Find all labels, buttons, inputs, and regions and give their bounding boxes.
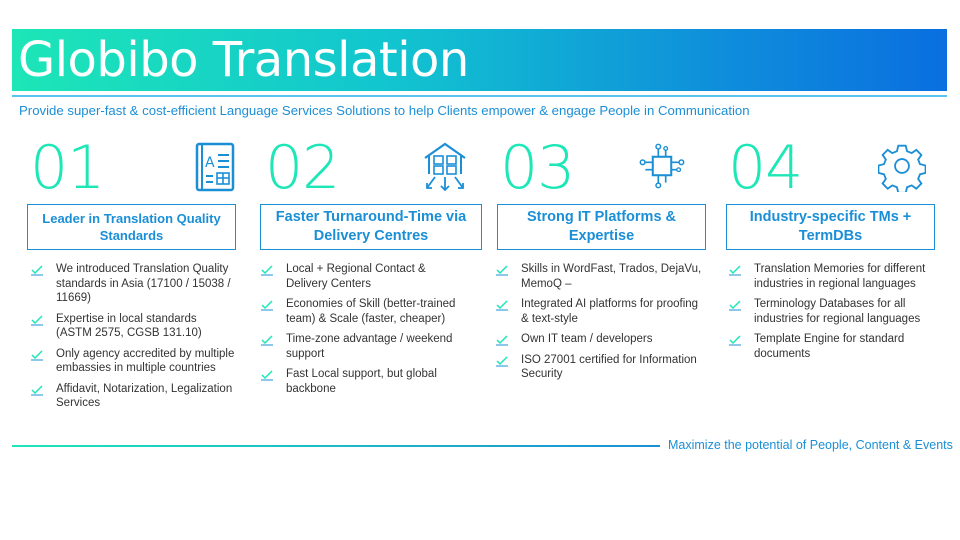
check-icon (261, 335, 273, 346)
list-item-text: Time-zone advantage / weekend support (286, 333, 453, 360)
check-icon (729, 265, 741, 276)
list-item: ISO 27001 certified for Information Secu… (495, 353, 705, 382)
translation-dictionary-icon: A (195, 142, 235, 192)
check-icon (261, 300, 273, 311)
list-item-text: Only agency accredited by multiple embas… (56, 347, 235, 375)
list-item: Skills in WordFast, Trados, DejaVu, Memo… (495, 262, 705, 291)
list-item: Expertise in local standards (ASTM 2575,… (30, 312, 235, 341)
check-icon (729, 300, 741, 311)
title-banner: Globibo Translation (12, 29, 947, 91)
list-item-text: Expertise in local standards (ASTM 2575,… (56, 312, 202, 340)
list-item-text: Template Engine for standard documents (754, 333, 905, 360)
footer-divider (12, 445, 660, 447)
check-icon (496, 300, 508, 311)
page-subtitle: Provide super-fast & cost-efficient Lang… (19, 103, 750, 118)
list-item: Only agency accredited by multiple embas… (30, 347, 235, 376)
list-item: Affidavit, Notarization, Legalization Se… (30, 382, 235, 411)
footer-tagline: Maximize the potential of People, Conten… (668, 438, 953, 452)
list-item: Time-zone advantage / weekend support (260, 332, 465, 361)
gear-icon (878, 144, 926, 192)
delivery-centre-icon (424, 142, 466, 192)
column-number: 03 (500, 133, 575, 203)
feature-list: Translation Memories for different indus… (728, 262, 933, 367)
column-number: 04 (728, 133, 803, 203)
check-icon (31, 349, 43, 360)
check-icon (496, 355, 508, 366)
list-item-text: Integrated AI platforms for proofing & t… (521, 298, 699, 325)
list-item: Fast Local support, but global backbone (260, 367, 465, 396)
circuit-chip-icon (639, 143, 685, 189)
list-item: Economies of Skill (better-trained team)… (260, 297, 465, 326)
list-item-text: ISO 27001 certified for Information Secu… (521, 353, 697, 381)
check-icon (31, 265, 43, 276)
list-item: Translation Memories for different indus… (728, 262, 933, 291)
check-icon (31, 314, 43, 325)
list-item-text: Own IT team / developers (521, 333, 653, 345)
list-item-text: Skills in WordFast, Trados, DejaVu, Memo… (521, 263, 702, 290)
list-item: Local + Regional Contact & Delivery Cent… (260, 262, 465, 291)
check-icon (261, 265, 273, 276)
check-icon (496, 335, 508, 346)
list-item-text: Local + Regional Contact & Delivery Cent… (286, 263, 426, 290)
list-item: We introduced Translation Quality standa… (30, 262, 235, 306)
list-item-text: Translation Memories for different indus… (754, 263, 926, 290)
title-divider (12, 95, 947, 97)
column-heading: Faster Turnaround-Time via Delivery Cent… (260, 204, 482, 250)
column-heading: Industry-specific TMs + TermDBs (726, 204, 935, 250)
column-number: 02 (265, 133, 340, 203)
check-icon (729, 335, 741, 346)
column-number: 01 (30, 133, 105, 203)
column-heading: Strong IT Platforms & Expertise (497, 204, 706, 250)
list-item-text: Terminology Databases for all industries… (754, 298, 921, 325)
check-icon (261, 370, 273, 381)
feature-list: Skills in WordFast, Trados, DejaVu, Memo… (495, 262, 705, 388)
list-item-text: Fast Local support, but global backbone (286, 368, 437, 395)
svg-text:A: A (205, 155, 215, 171)
list-item-text: Economies of Skill (better-trained team)… (286, 298, 456, 325)
list-item-text: We introduced Translation Quality standa… (56, 263, 231, 304)
list-item: Template Engine for standard documents (728, 332, 933, 361)
list-item: Integrated AI platforms for proofing & t… (495, 297, 705, 326)
check-icon (31, 384, 43, 395)
list-item: Own IT team / developers (495, 332, 705, 347)
list-item: Terminology Databases for all industries… (728, 297, 933, 326)
page-title: Globibo Translation (18, 32, 469, 88)
column-heading: Leader in Translation Quality Standards (27, 204, 236, 250)
list-item-text: Affidavit, Notarization, Legalization Se… (56, 382, 233, 410)
check-icon (496, 265, 508, 276)
feature-list: We introduced Translation Quality standa… (30, 262, 235, 417)
feature-list: Local + Regional Contact & Delivery Cent… (260, 262, 465, 402)
